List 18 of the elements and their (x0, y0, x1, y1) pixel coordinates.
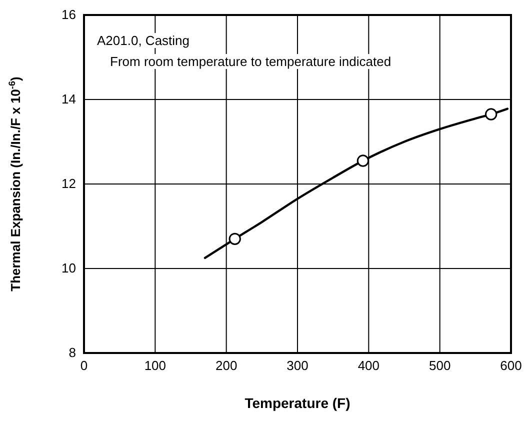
y-tick-label: 16 (62, 7, 76, 22)
point (356, 154, 370, 167)
y-tick-label: 14 (62, 92, 76, 107)
x-tick-label: 0 (80, 358, 88, 374)
point (228, 232, 241, 246)
x-axis-title: Temperature (F) (244, 395, 350, 411)
x-tick-label: 200 (215, 358, 238, 374)
y-tick-label: 8 (68, 345, 76, 360)
x-tick-label: 100 (144, 358, 166, 374)
y-tick-label: 10 (62, 260, 76, 276)
x-tick-label: 500 (428, 358, 451, 374)
point (484, 108, 498, 120)
y-tick-label: 12 (62, 176, 76, 192)
x-tick-label: 400 (358, 358, 380, 374)
annotation: A201.0, Casting (97, 33, 190, 48)
x-tick-label: 600 (500, 358, 522, 374)
annotation: From room temperature to temperature indicated (110, 54, 392, 69)
x-tick-label: 300 (286, 358, 308, 374)
